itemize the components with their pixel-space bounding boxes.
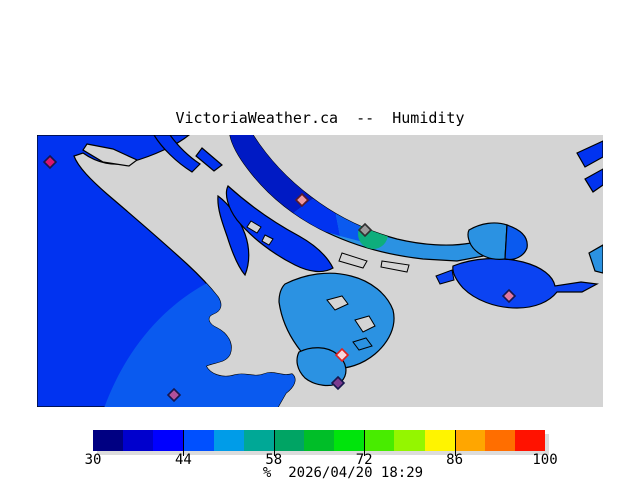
- colorbar-segment: [303, 430, 335, 451]
- fjord-inlet: [153, 135, 201, 173]
- mainland-fjord: [584, 168, 603, 193]
- colorbar-tick-label: 58: [265, 452, 283, 468]
- colorbar-tick: [454, 430, 456, 456]
- colorbar-tick-label: 100: [532, 452, 558, 468]
- colorbar-tick-label: 86: [446, 452, 464, 468]
- colorbar-segment: [123, 430, 154, 451]
- strait-contour-dark: [230, 135, 318, 214]
- colorbar-tick: [364, 430, 366, 456]
- colorbar: [93, 430, 546, 451]
- right-edge-water: [588, 244, 603, 274]
- humidity-map: [37, 135, 603, 407]
- fjord-inlet-small: [195, 147, 223, 172]
- colorbar-tick: [183, 430, 185, 456]
- colorbar-tick-label: 72: [355, 452, 373, 468]
- islet: [261, 234, 274, 246]
- colorbar-segment: [93, 430, 124, 451]
- colorbar-scale-labels: 30 44 58 72 86 100: [85, 452, 558, 468]
- colorbar-segment: [364, 430, 395, 451]
- islet: [326, 295, 349, 311]
- east-bay: [452, 257, 599, 309]
- station-marker-icon: [501, 288, 517, 304]
- islet: [246, 220, 262, 234]
- islet: [354, 315, 376, 333]
- unit-and-timestamp: % 2026/04/20 18:29: [262, 465, 424, 481]
- east-bay-tail: [435, 269, 455, 285]
- inner-channel: [225, 185, 334, 273]
- colorbar-tick-label: 44: [174, 452, 192, 468]
- gulf-island: [380, 260, 410, 273]
- station-marker-icon: [42, 154, 58, 170]
- colorbar-segment: [183, 430, 214, 451]
- colorbar-segment: [514, 430, 546, 451]
- south-bay-islet-water: [352, 337, 373, 351]
- colorbar-tick-label: 30: [84, 452, 102, 468]
- islet-northwest: [82, 143, 139, 167]
- colorbar-segment: [424, 430, 455, 451]
- midright-water-blue: [504, 224, 528, 261]
- mainland-fjord: [576, 140, 603, 168]
- station-marker-icon: [166, 387, 182, 403]
- page-title: VictoriaWeather.ca -- Humidity: [175, 109, 465, 127]
- colorbar-segment: [334, 430, 365, 451]
- colorbar-tick: [273, 430, 275, 456]
- station-marker-icon: [330, 375, 346, 391]
- colorbar-segment: [213, 430, 244, 451]
- colorbar-segment: [454, 430, 485, 451]
- station-marker-icon: [294, 192, 310, 208]
- colorbar-segment: [394, 430, 425, 451]
- map-canvas: [37, 135, 603, 407]
- colorbar-segment: [273, 430, 304, 451]
- station-marker-icon: [357, 222, 373, 238]
- station-marker-icon: [334, 347, 350, 363]
- colorbar-segment: [484, 430, 515, 451]
- colorbar-segment: [243, 430, 274, 451]
- midright-water-light: [467, 222, 508, 260]
- colorbar-segment: [153, 430, 184, 451]
- gulf-island: [338, 252, 368, 269]
